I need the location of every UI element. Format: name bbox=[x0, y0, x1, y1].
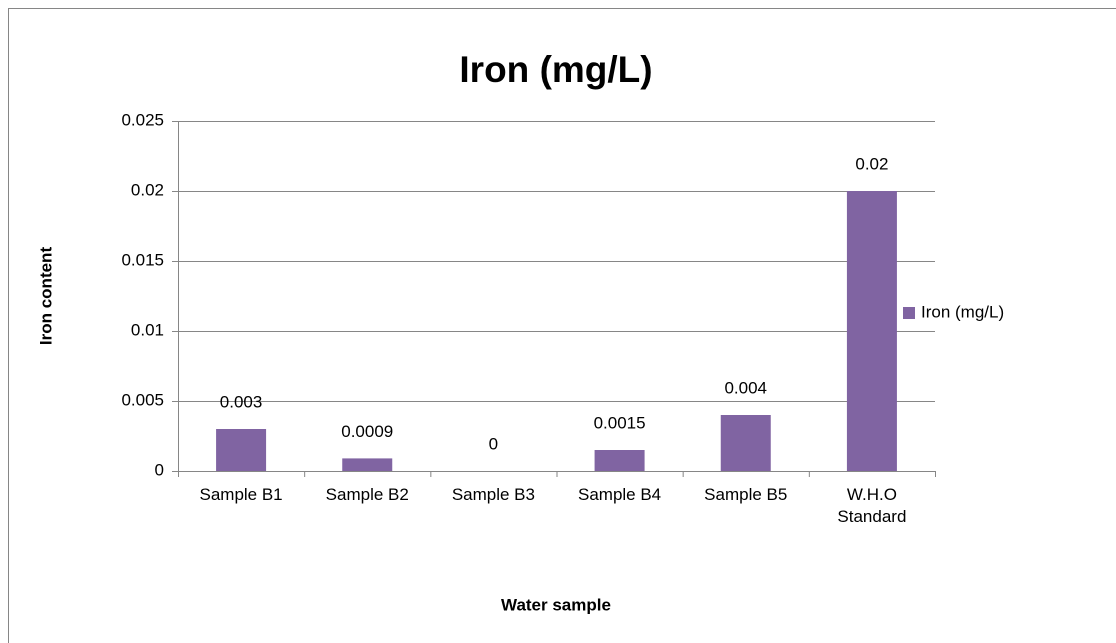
data-label: 0.003 bbox=[220, 392, 263, 411]
legend-label: Iron (mg/L) bbox=[921, 302, 1004, 321]
y-tick-label: 0.01 bbox=[131, 320, 164, 339]
legend-swatch bbox=[903, 307, 915, 319]
x-tick-label-box: Sample B3 bbox=[451, 485, 535, 504]
y-axis-label: Iron content bbox=[36, 247, 55, 346]
x-axis-label: Water sample bbox=[501, 595, 611, 614]
x-tick-label: Sample B4 bbox=[577, 485, 662, 504]
bar bbox=[720, 415, 771, 471]
data-label: 0.02 bbox=[855, 154, 888, 173]
x-tick-label: Sample B5 bbox=[704, 485, 788, 504]
x-tick-label-box: Sample B1 bbox=[199, 485, 283, 504]
chart-frame bbox=[8, 8, 1116, 643]
x-tick-label: Sample B2 bbox=[325, 485, 409, 504]
data-label: 0 bbox=[489, 434, 498, 453]
x-tick-label-box: Sample B5 bbox=[704, 485, 788, 504]
x-tick-label: Sample B3 bbox=[451, 485, 535, 504]
x-tick-label: Sample B1 bbox=[199, 485, 283, 504]
chart-title: Iron (mg/L) bbox=[459, 49, 652, 90]
y-tick-label: 0.005 bbox=[121, 390, 164, 409]
data-label: 0.004 bbox=[724, 378, 767, 397]
x-tick-label-box: Sample B2 bbox=[325, 485, 409, 504]
y-tick-label: 0 bbox=[155, 460, 164, 479]
data-label: 0.0015 bbox=[594, 413, 646, 432]
bar bbox=[342, 458, 393, 471]
y-tick-label: 0.015 bbox=[121, 250, 164, 269]
x-tick-label-box: Sample B4 bbox=[577, 485, 662, 504]
data-label: 0.0009 bbox=[341, 422, 393, 441]
y-tick-label: 0.02 bbox=[131, 180, 164, 199]
y-tick-label: 0.025 bbox=[121, 110, 164, 129]
bar bbox=[594, 450, 645, 471]
x-tick-label-box: W.H.O Standard bbox=[837, 485, 907, 526]
x-tick-label: W.H.O Standard bbox=[837, 485, 907, 526]
bar bbox=[216, 429, 267, 471]
bar bbox=[846, 191, 897, 471]
